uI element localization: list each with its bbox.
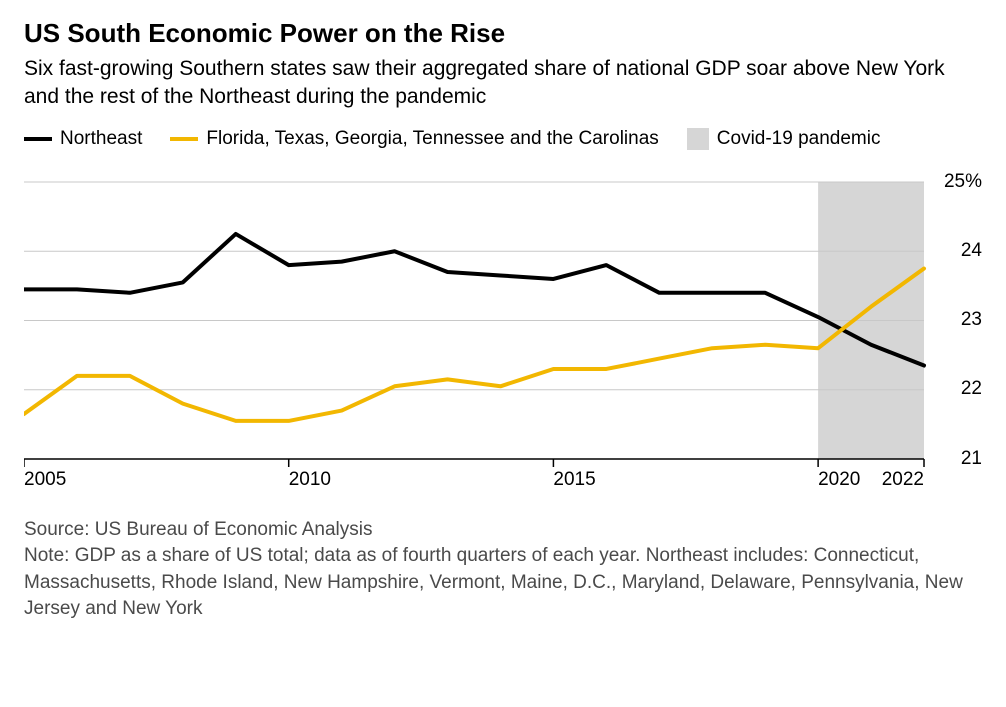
x-tick-label: 2015 <box>553 469 595 491</box>
legend-label: Covid-19 pandemic <box>717 128 881 150</box>
legend-swatch-box-icon <box>687 128 709 150</box>
legend-swatch-line-icon <box>24 137 52 141</box>
legend: Northeast Florida, Texas, Georgia, Tenne… <box>24 128 982 150</box>
y-tick-label: 23 <box>961 309 982 331</box>
x-tick-label: 2022 <box>882 469 924 491</box>
y-tick-label: 21 <box>961 448 982 470</box>
x-tick-label: 2010 <box>289 469 331 491</box>
x-tick-label: 2005 <box>24 469 66 491</box>
y-tick-label: 22 <box>961 378 982 400</box>
legend-label: Northeast <box>60 128 142 150</box>
source-text: Source: US Bureau of Economic Analysis <box>24 517 982 544</box>
y-tick-label: 25% <box>944 171 982 193</box>
legend-item-south: Florida, Texas, Georgia, Tennessee and t… <box>170 128 658 150</box>
legend-swatch-line-icon <box>170 137 198 141</box>
chart-title: US South Economic Power on the Rise <box>24 18 982 49</box>
chart-footer: Source: US Bureau of Economic Analysis N… <box>24 517 982 623</box>
x-tick-label: 2020 <box>818 469 860 491</box>
y-tick-label: 24 <box>961 240 982 262</box>
legend-item-covid: Covid-19 pandemic <box>687 128 881 150</box>
line-chart <box>24 154 982 499</box>
legend-item-northeast: Northeast <box>24 128 142 150</box>
chart-subtitle: Six fast-growing Southern states saw the… <box>24 55 982 112</box>
legend-label: Florida, Texas, Georgia, Tennessee and t… <box>206 128 658 150</box>
chart-area: 21 22 23 24 25% 2005 2010 2015 2020 2022 <box>24 154 982 499</box>
note-text: Note: GDP as a share of US total; data a… <box>24 543 982 623</box>
